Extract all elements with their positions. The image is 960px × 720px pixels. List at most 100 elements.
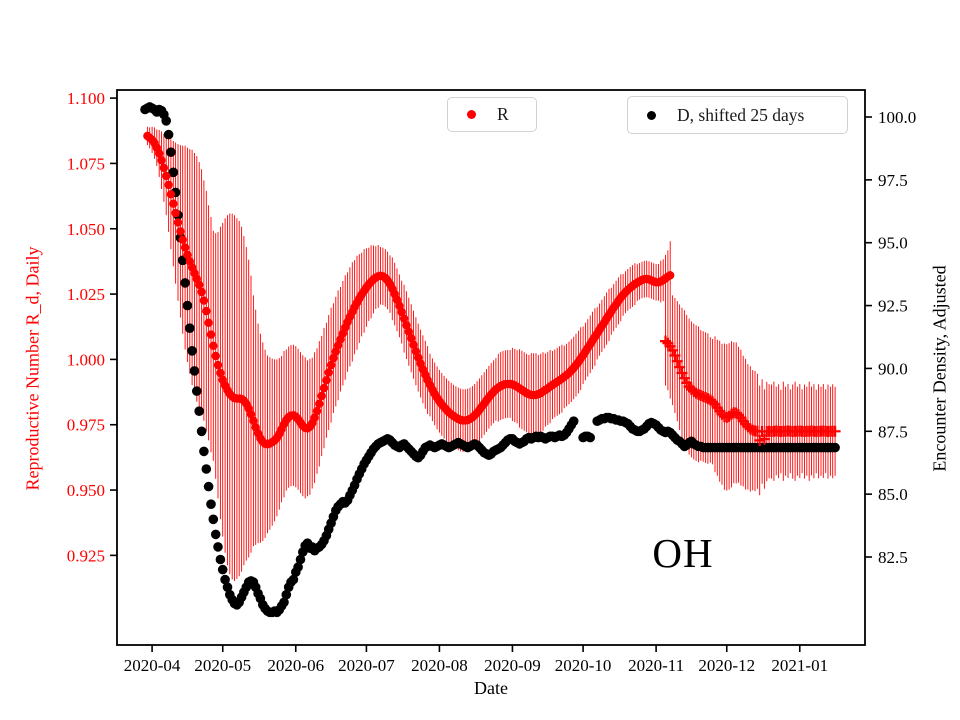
- y-right-tick-label: 97.5: [878, 171, 908, 190]
- r-point: [169, 199, 178, 208]
- d-point: [281, 589, 292, 600]
- r-point: [176, 227, 185, 236]
- r-point: [397, 307, 406, 317]
- y-right-tick-label: 82.5: [878, 548, 908, 567]
- y-left-tick-label: 1.025: [67, 285, 105, 304]
- d-point: [196, 426, 207, 437]
- legend-d-label: D, shifted 25 days: [677, 104, 805, 125]
- state-annotation: OH: [652, 530, 714, 576]
- x-tick-label: 2020-04: [124, 656, 181, 675]
- d-point: [201, 464, 212, 474]
- d-point: [208, 514, 219, 525]
- x-tick-label: 2020-05: [194, 656, 251, 675]
- r-point: [166, 190, 176, 199]
- y-left-tick-label: 1.050: [67, 220, 105, 239]
- d-point: [830, 442, 840, 453]
- d-point: [187, 346, 197, 356]
- r-point: [206, 330, 216, 339]
- r-point: [246, 410, 256, 419]
- y-right-tick-label: 92.5: [878, 297, 908, 316]
- d-point: [203, 481, 214, 492]
- y-right-tick-label: 95.0: [878, 234, 908, 253]
- x-tick-label: 2020-12: [698, 656, 755, 675]
- d-point: [222, 582, 233, 592]
- y-left-tick-label: 0.950: [67, 481, 105, 500]
- d-point: [180, 278, 190, 288]
- r-point: [199, 296, 209, 305]
- d-point: [182, 300, 193, 311]
- r-point: [319, 383, 329, 393]
- y-right-tick-label: 100.0: [878, 108, 916, 127]
- r-point: [164, 180, 173, 190]
- r-point: [322, 376, 331, 385]
- d-point: [217, 564, 228, 575]
- y-right-tick-label: 85.0: [878, 485, 908, 504]
- r-point: [195, 280, 204, 290]
- y-left-tick-label: 1.100: [67, 89, 105, 108]
- r-point: [331, 347, 340, 356]
- r-point: [402, 321, 411, 330]
- r-point: [324, 368, 333, 377]
- r-point: [411, 347, 421, 356]
- d-point: [585, 432, 595, 443]
- r-point: [211, 351, 220, 361]
- y-left-tick-label: 1.075: [67, 154, 105, 173]
- r-point: [329, 353, 338, 363]
- y-left-tick-label: 0.975: [67, 416, 105, 435]
- d-point: [199, 446, 209, 457]
- d-point: [206, 499, 216, 510]
- r-point: [315, 399, 324, 408]
- d-point: [163, 129, 174, 140]
- x-tick-label: 2020-07: [338, 656, 395, 675]
- d-point: [295, 554, 306, 565]
- d-point: [161, 116, 171, 126]
- x-tick-label: 2020-10: [555, 656, 612, 675]
- x-axis-label: Date: [474, 678, 508, 698]
- y-axis-label-left: Reproductive Number R_d, Daily: [22, 246, 43, 491]
- r-point: [155, 149, 164, 158]
- legend-r-label: R: [497, 104, 509, 124]
- x-tick-label: 2020-08: [411, 656, 468, 675]
- r-point: [197, 287, 206, 297]
- legend-d: D, shifted 25 days: [627, 96, 848, 134]
- r-point: [173, 218, 183, 227]
- x-tick-label: 2021-01: [771, 656, 828, 675]
- r-point: [180, 243, 190, 252]
- d-point: [192, 386, 202, 396]
- r-plus-markers: [660, 335, 841, 446]
- r-point: [162, 171, 171, 181]
- d-point: [288, 574, 299, 585]
- plot-border: [116, 89, 866, 646]
- x-tick-label: 2020-11: [628, 656, 684, 675]
- d-point: [293, 562, 303, 572]
- r-point: [312, 406, 322, 416]
- x-tick-label: 2020-06: [267, 656, 324, 675]
- r-point: [310, 413, 319, 422]
- y-left-tick-label: 1.000: [67, 350, 105, 369]
- d-point: [185, 323, 195, 334]
- d-point: [279, 597, 289, 608]
- r-point: [409, 340, 418, 349]
- d-point: [220, 574, 230, 585]
- r-point: [178, 235, 187, 244]
- r-point: [404, 327, 413, 336]
- r-point: [183, 250, 192, 260]
- d-point: [215, 554, 226, 565]
- legend-r: R: [447, 97, 537, 132]
- d-point: [168, 167, 179, 178]
- r-point: [399, 314, 409, 323]
- r-point: [249, 416, 258, 425]
- r-point: [317, 391, 326, 401]
- r-point: [159, 163, 169, 173]
- r-point: [204, 318, 213, 327]
- d-point: [194, 406, 204, 417]
- y-right-tick-label: 90.0: [878, 359, 908, 378]
- y-left-tick-label: 0.925: [67, 546, 105, 565]
- r-point: [202, 306, 211, 316]
- r-point: [407, 334, 416, 343]
- r-point: [171, 208, 180, 218]
- legend-r-marker-icon: [467, 110, 476, 119]
- y-right-tick-label: 87.5: [878, 422, 908, 441]
